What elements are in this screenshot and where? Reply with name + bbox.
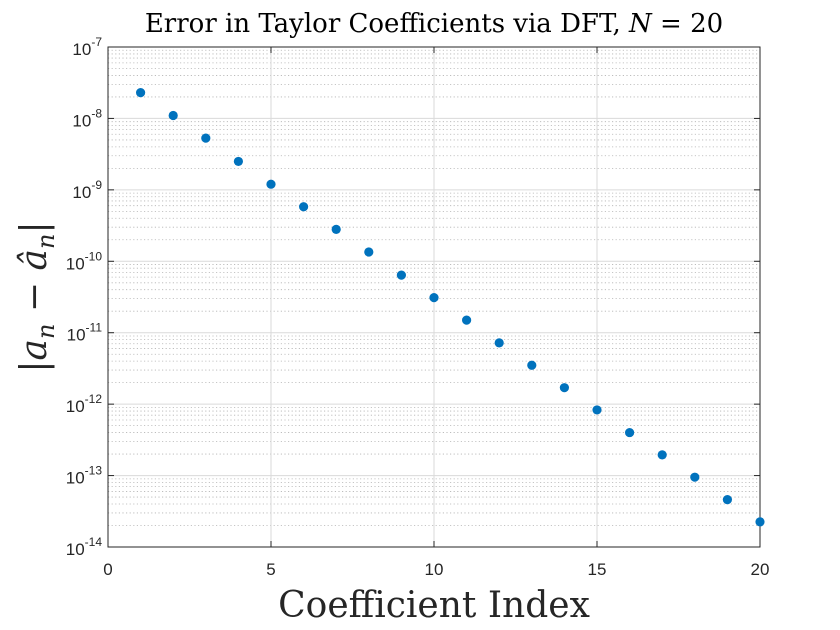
- x-tick-label: 5: [266, 560, 275, 579]
- x-tick-label: 20: [751, 560, 770, 579]
- data-point: [592, 405, 602, 415]
- y-axis-label: |an − ân|: [14, 221, 60, 372]
- data-point: [722, 495, 733, 505]
- chart-title: Error in Taylor Coefficients via DFT, N …: [145, 9, 723, 39]
- y-tick-label: 10-11: [67, 321, 103, 345]
- y-tick-label: 10-10: [66, 249, 103, 273]
- x-tick-label: 0: [103, 560, 112, 579]
- data-point: [201, 133, 211, 143]
- y-tick-label: 10-12: [66, 392, 103, 416]
- data-series: [136, 87, 765, 527]
- data-point: [657, 450, 667, 460]
- data-point: [364, 247, 374, 257]
- data-point: [559, 383, 570, 393]
- x-tick-label: 15: [588, 560, 607, 579]
- y-tick-label: 10-7: [72, 35, 102, 59]
- x-axis: 0 5 10 15 20: [103, 47, 769, 579]
- data-point: [168, 110, 178, 121]
- data-point: [233, 156, 243, 167]
- data-point: [625, 427, 635, 438]
- data-point: [299, 202, 309, 212]
- data-point: [494, 338, 504, 348]
- data-point: [462, 315, 472, 325]
- data-point: [527, 360, 537, 370]
- y-tick-label: 10-13: [66, 464, 103, 488]
- data-point: [136, 87, 146, 98]
- x-axis-label: Coefficient Index: [278, 585, 590, 626]
- x-tick-label: 10: [425, 560, 444, 579]
- data-point: [690, 472, 700, 482]
- data-point: [755, 517, 765, 527]
- data-point: [396, 270, 406, 280]
- y-tick-label: 10-9: [72, 178, 102, 202]
- y-tick-label: 10-14: [66, 535, 103, 559]
- y-axis: 10-14 10-13 10-12 10-11 10-10 10-9 10-8 10-7: [66, 35, 760, 559]
- minor-grid: [108, 49, 760, 526]
- data-point: [429, 293, 439, 303]
- y-tick-label: 10-8: [72, 106, 102, 130]
- data-point: [266, 179, 276, 189]
- data-point: [331, 224, 341, 234]
